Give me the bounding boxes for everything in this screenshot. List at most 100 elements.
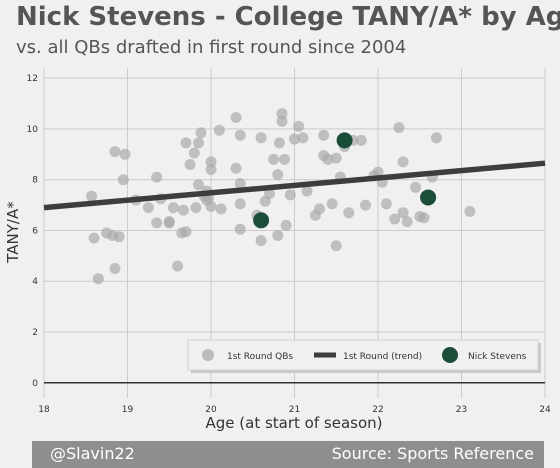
x-axis-label: Age (at start of season) xyxy=(206,414,383,432)
data-point xyxy=(234,178,246,189)
data-point xyxy=(180,137,192,149)
x-tick-label: 18 xyxy=(38,405,50,415)
legend-marker-stevens xyxy=(442,347,458,363)
chart-title: Nick Stevens - College TANY/A* by Age xyxy=(16,2,560,32)
data-point xyxy=(180,226,192,238)
nick-stevens-point xyxy=(253,212,270,229)
x-tick-label: 23 xyxy=(456,405,467,415)
data-point xyxy=(418,212,430,224)
data-point xyxy=(172,260,184,272)
chart-subtitle: vs. all QBs drafted in first round since… xyxy=(16,37,407,58)
legend: 1st Round QBs 1st Round (trend) Nick Ste… xyxy=(187,339,541,373)
data-point xyxy=(301,185,313,197)
data-point xyxy=(268,153,280,165)
data-point xyxy=(410,181,422,193)
x-tick-label: 21 xyxy=(289,405,300,415)
data-point xyxy=(318,129,330,141)
y-tick-label: 10 xyxy=(27,125,39,135)
y-tick-label: 2 xyxy=(32,328,38,338)
data-point xyxy=(322,153,334,165)
data-point xyxy=(397,156,409,168)
data-point xyxy=(272,169,284,181)
footer-handle: @Slavin22 xyxy=(50,444,135,463)
y-tick-label: 8 xyxy=(32,176,38,186)
data-point xyxy=(205,200,217,212)
data-point xyxy=(343,207,355,219)
data-point xyxy=(234,198,246,210)
data-point xyxy=(151,171,163,183)
data-point xyxy=(205,156,217,168)
data-point xyxy=(119,148,131,160)
data-point xyxy=(276,108,288,120)
x-tick-label: 24 xyxy=(539,405,551,415)
data-point xyxy=(163,216,175,228)
grid xyxy=(43,68,546,398)
y-tick-label: 6 xyxy=(32,226,38,236)
data-point xyxy=(280,219,292,231)
data-point xyxy=(401,216,413,228)
data-point xyxy=(92,273,104,285)
data-point xyxy=(273,137,285,149)
legend-label-qbs: 1st Round QBs xyxy=(227,352,293,362)
data-point xyxy=(234,223,246,235)
data-point xyxy=(184,158,196,170)
x-tick-label: 19 xyxy=(122,405,134,415)
data-point xyxy=(177,204,189,216)
data-point xyxy=(188,147,200,159)
data-point xyxy=(263,188,275,200)
data-point xyxy=(192,137,204,149)
data-point xyxy=(117,174,129,186)
nick-stevens-point xyxy=(336,132,353,149)
trend-line-group xyxy=(43,160,546,211)
data-point xyxy=(359,199,371,211)
data-point xyxy=(372,166,384,178)
nick-stevens-point xyxy=(420,189,437,206)
data-point xyxy=(430,132,442,144)
legend-box xyxy=(187,339,539,371)
data-point xyxy=(205,164,217,176)
y-tick-label: 4 xyxy=(32,277,38,287)
data-point xyxy=(278,153,290,165)
data-point xyxy=(326,198,338,210)
data-point xyxy=(464,205,476,217)
data-point xyxy=(393,122,405,134)
data-point xyxy=(255,132,267,144)
data-point xyxy=(330,152,342,164)
data-point xyxy=(142,202,154,214)
data-point xyxy=(109,263,121,275)
footer-bar: @Slavin22 Source: Sports Reference xyxy=(32,441,544,468)
data-point xyxy=(113,231,125,243)
data-point xyxy=(297,132,309,144)
data-point xyxy=(167,202,179,214)
x-tick-label: 20 xyxy=(205,405,217,415)
data-point xyxy=(255,235,267,247)
data-point xyxy=(355,134,367,146)
data-point xyxy=(192,179,204,191)
data-point xyxy=(389,213,401,225)
data-point xyxy=(151,217,163,229)
data-point xyxy=(109,146,121,158)
highlight-points xyxy=(253,132,437,229)
data-point xyxy=(314,203,326,215)
data-point xyxy=(213,124,225,136)
footer-source: Source: Sports Reference xyxy=(331,444,534,463)
y-axis-label: TANY/A* xyxy=(4,201,22,264)
data-point xyxy=(230,112,242,123)
data-point xyxy=(88,232,100,244)
y-tick-label: 12 xyxy=(27,74,38,84)
data-point xyxy=(284,189,296,201)
data-point xyxy=(86,190,98,202)
legend-label-stevens: Nick Stevens xyxy=(468,352,527,362)
data-point xyxy=(234,129,246,141)
data-point xyxy=(276,115,288,127)
legend-marker-qbs xyxy=(202,349,214,361)
legend-label-trend: 1st Round (trend) xyxy=(343,352,422,362)
y-tick-label: 0 xyxy=(32,379,38,389)
data-point xyxy=(397,207,409,219)
data-point xyxy=(215,203,227,215)
data-point xyxy=(289,133,300,145)
x-tick-label: 22 xyxy=(372,405,383,415)
trend-line xyxy=(43,160,546,211)
